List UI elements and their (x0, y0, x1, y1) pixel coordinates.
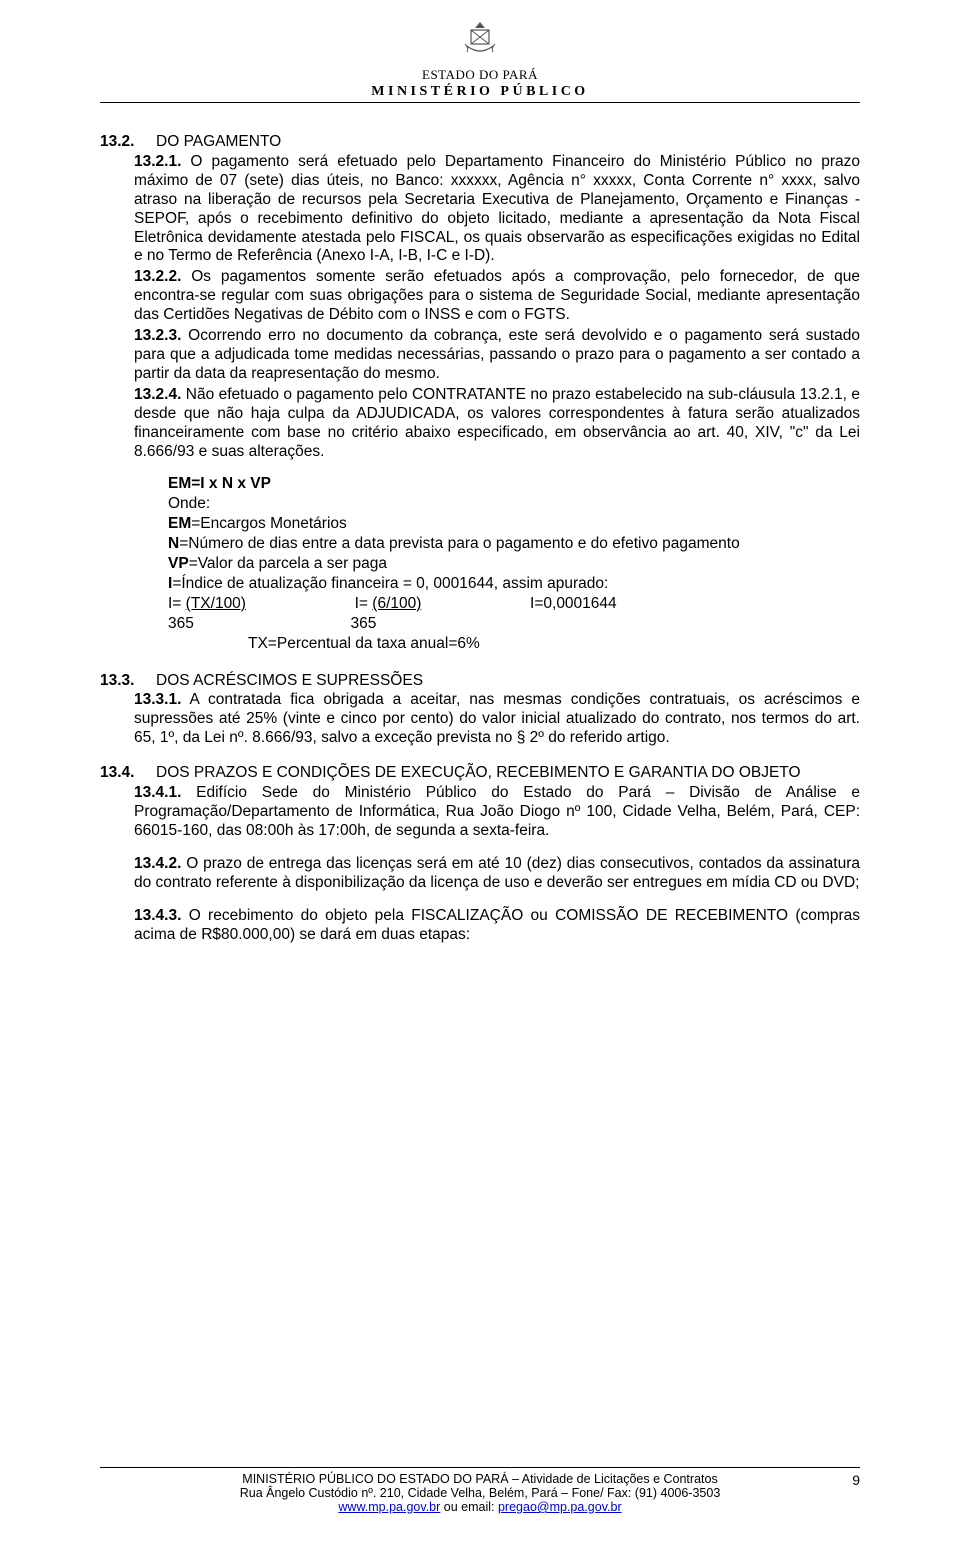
section-title-text: DOS ACRÉSCIMOS E SUPRESSÕES (156, 672, 423, 689)
section-title-text: DOS PRAZOS E CONDIÇÕES DE EXECUÇÃO, RECE… (156, 764, 801, 781)
page-container: ESTADO DO PARÁ MINISTÉRIO PÚBLICO 13.2. … (0, 0, 960, 966)
formula-calc-row: I= (TX/100) I= (6/100) I=0,0001644 (168, 595, 860, 614)
clause-text: A contratada fica obrigada a aceitar, na… (134, 691, 860, 746)
formula-desc: =Número de dias entre a data prevista pa… (179, 535, 740, 552)
footer-line2: Rua Ângelo Custódio nº. 210, Cidade Velh… (100, 1486, 860, 1500)
clause-text: Edifício Sede do Ministério Público do E… (134, 784, 860, 839)
clause-num: 13.3.1. (134, 691, 181, 708)
clause-num: 13.2.4. (134, 386, 181, 403)
footer-line3: www.mp.pa.gov.br ou email: pregao@mp.pa.… (100, 1500, 860, 1514)
formula-desc: =Valor da parcela a ser paga (189, 555, 387, 572)
header-estado: ESTADO DO PARÁ (100, 67, 860, 83)
clause-13-2-1: 13.2.1. O pagamento será efetuado pelo D… (134, 153, 860, 266)
clause-num: 13.2.2. (134, 268, 181, 285)
section-num: 13.3. (100, 672, 134, 689)
formula-365a: 365 (168, 615, 194, 632)
clause-text: Os pagamentos somente serão efetuados ap… (134, 268, 860, 323)
section-num: 13.4. (100, 764, 134, 781)
clause-num: 13.4.3. (134, 907, 181, 924)
footer-link-site[interactable]: www.mp.pa.gov.br (338, 1500, 440, 1514)
footer-link-email[interactable]: pregao@mp.pa.gov.br (498, 1500, 622, 1514)
formula-onde: Onde: (168, 495, 860, 514)
formula-tx100: (TX/100) (186, 595, 246, 612)
clause-13-2-3: 13.2.3. Ocorrendo erro no documento da c… (134, 327, 860, 384)
clause-13-2-2: 13.2.2. Os pagamentos somente serão efet… (134, 268, 860, 325)
clause-text: O prazo de entrega das licenças será em … (134, 855, 860, 891)
clause-text: O recebimento do objeto pela FISCALIZAÇÃ… (134, 907, 860, 943)
clause-13-4-3: 13.4.3. O recebimento do objeto pela FIS… (134, 907, 860, 945)
clause-13-3-1: 13.3.1. A contratada fica obrigada a ace… (134, 691, 860, 748)
section-title-text: DO PAGAMENTO (156, 133, 281, 150)
clause-13-2-4: 13.2.4. Não efetuado o pagamento pelo CO… (134, 386, 860, 462)
formula-em: EM=I x N x VP (168, 475, 271, 492)
formula-label: VP (168, 555, 189, 572)
formula-label: EM (168, 515, 191, 532)
clause-text: Não efetuado o pagamento pelo CONTRATANT… (134, 386, 860, 460)
formula-365b: 365 (351, 615, 377, 632)
formula-label: N (168, 535, 179, 552)
formula-i1: I= (168, 595, 186, 612)
clause-num: 13.4.2. (134, 855, 181, 872)
page-footer: MINISTÉRIO PÚBLICO DO ESTADO DO PARÁ – A… (100, 1467, 860, 1514)
clause-num: 13.2.1. (134, 153, 181, 170)
page-number: 9 (852, 1472, 860, 1488)
clause-text: Ocorrendo erro no documento da cobrança,… (134, 327, 860, 382)
formula-i2: I= (355, 595, 373, 612)
footer-line1: MINISTÉRIO PÚBLICO DO ESTADO DO PARÁ – A… (100, 1472, 860, 1486)
clause-13-4-2: 13.4.2. O prazo de entrega das licenças … (134, 855, 860, 893)
formula-desc: =Encargos Monetários (191, 515, 347, 532)
formula-divisor-row: 365 365 (168, 615, 860, 634)
document-header: ESTADO DO PARÁ MINISTÉRIO PÚBLICO (100, 20, 860, 103)
clause-num: 13.2.3. (134, 327, 181, 344)
section-num: 13.2. (100, 133, 134, 150)
document-body: 13.2. DO PAGAMENTO 13.2.1. O pagamento s… (100, 133, 860, 944)
formula-tx: TX=Percentual da taxa anual=6% (248, 635, 860, 654)
clause-13-4-1: 13.4.1. Edifício Sede do Ministério Públ… (134, 784, 860, 841)
formula-6100: (6/100) (372, 595, 421, 612)
footer-mid: ou email: (440, 1500, 498, 1514)
section-13-4: 13.4. DOS PRAZOS E CONDIÇÕES DE EXECUÇÃO… (100, 764, 860, 783)
section-13-3: 13.3. DOS ACRÉSCIMOS E SUPRESSÕES (100, 672, 860, 691)
clause-text: O pagamento será efetuado pelo Departame… (134, 153, 860, 265)
formula-result: I=0,0001644 (530, 595, 617, 612)
formula-desc: =Índice de atualização financeira = 0, 0… (172, 575, 608, 592)
formula-block: EM=I x N x VP Onde: EM=Encargos Monetári… (168, 475, 860, 653)
clause-num: 13.4.1. (134, 784, 181, 801)
header-ministerio: MINISTÉRIO PÚBLICO (100, 84, 860, 103)
coat-of-arms-icon (455, 20, 505, 60)
section-13-2: 13.2. DO PAGAMENTO (100, 133, 860, 152)
